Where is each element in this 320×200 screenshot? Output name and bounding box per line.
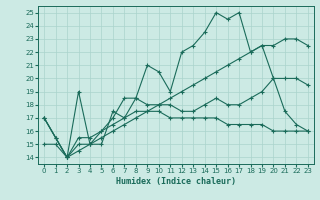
X-axis label: Humidex (Indice chaleur): Humidex (Indice chaleur) xyxy=(116,177,236,186)
